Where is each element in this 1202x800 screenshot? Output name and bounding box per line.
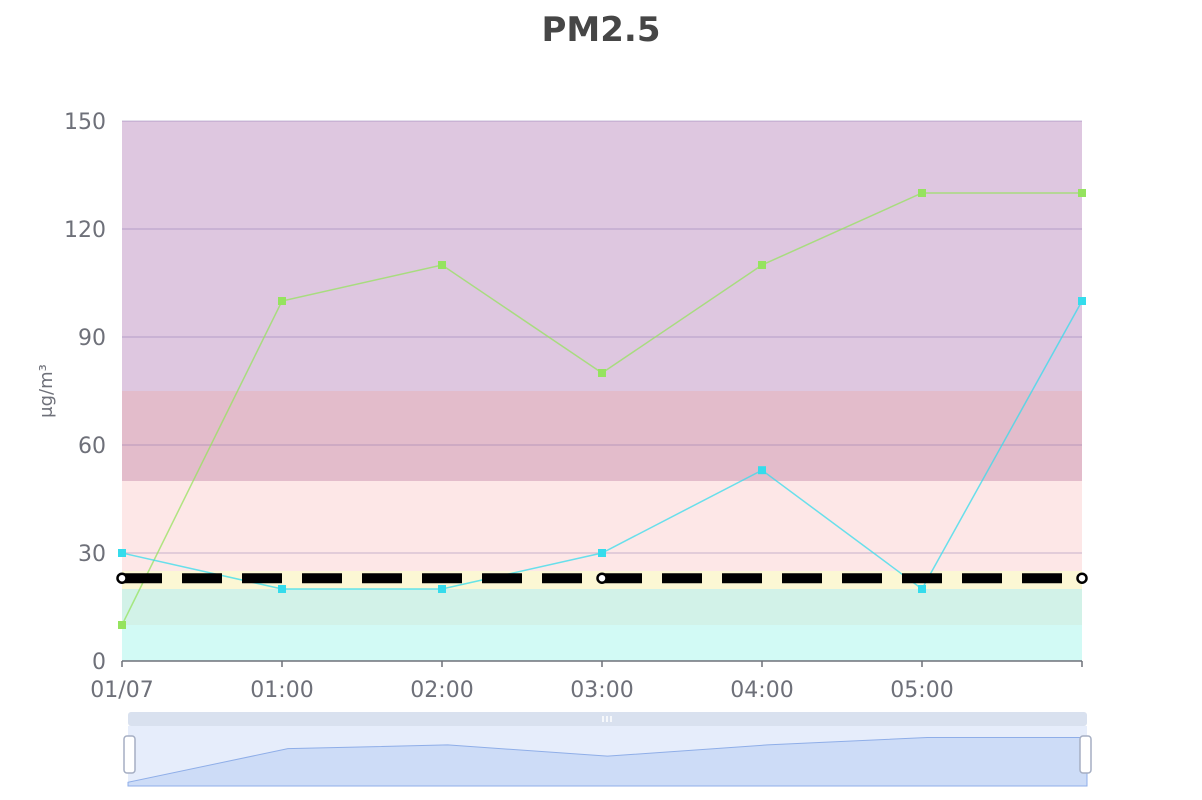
band-1 <box>122 589 1082 625</box>
x-tick-label: 02:00 <box>410 678 473 703</box>
y-axis-label: μg/m³ <box>36 364 57 418</box>
series-1-point <box>1078 297 1086 305</box>
series-0-point <box>918 189 926 197</box>
band-3 <box>122 481 1082 571</box>
reference-line <box>116 572 1088 584</box>
band-4 <box>122 391 1082 481</box>
series-0-point <box>278 297 286 305</box>
band-5 <box>122 121 1082 391</box>
y-tick-label: 30 <box>78 542 106 567</box>
series-1-point <box>118 549 126 557</box>
series-0-point <box>438 261 446 269</box>
y-tick-label: 60 <box>78 434 106 459</box>
x-tick-label: 01/07 <box>90 678 153 703</box>
chart-title: PM2.5 <box>542 10 661 50</box>
threshold-bands <box>122 121 1082 661</box>
zoom-handle-right[interactable] <box>1079 735 1092 774</box>
series-1-point <box>918 585 926 593</box>
series-1-point <box>438 585 446 593</box>
band-0 <box>122 625 1082 661</box>
y-tick-label: 0 <box>92 650 106 675</box>
y-tick-label: 120 <box>64 218 106 243</box>
x-tick-label: 05:00 <box>890 678 953 703</box>
reference-marker <box>1076 572 1088 584</box>
axes: 0 30 60 90 120 150 01/07 01:00 02:00 03:00 04:00 05… <box>64 110 1083 703</box>
y-tick-label: 90 <box>78 326 106 351</box>
grid-lines <box>122 120 1082 554</box>
series-1-point <box>598 549 606 557</box>
x-tick-label: 03:00 <box>570 678 633 703</box>
series-1-point <box>758 466 766 475</box>
x-tick-label: 01:00 <box>250 678 313 703</box>
y-tick-label: 150 <box>64 110 106 135</box>
reference-marker <box>596 572 608 584</box>
series-lines <box>118 189 1086 629</box>
series-0-point <box>598 369 606 377</box>
reference-marker <box>116 572 128 584</box>
series-0-point <box>758 261 766 269</box>
x-tick-label: 04:00 <box>730 678 793 703</box>
series-1-point <box>278 585 286 593</box>
data-zoom-slider[interactable] <box>123 712 1092 787</box>
series-0-point <box>1078 189 1086 197</box>
series-0-point <box>118 621 126 629</box>
zoom-handle-left[interactable] <box>123 735 136 774</box>
